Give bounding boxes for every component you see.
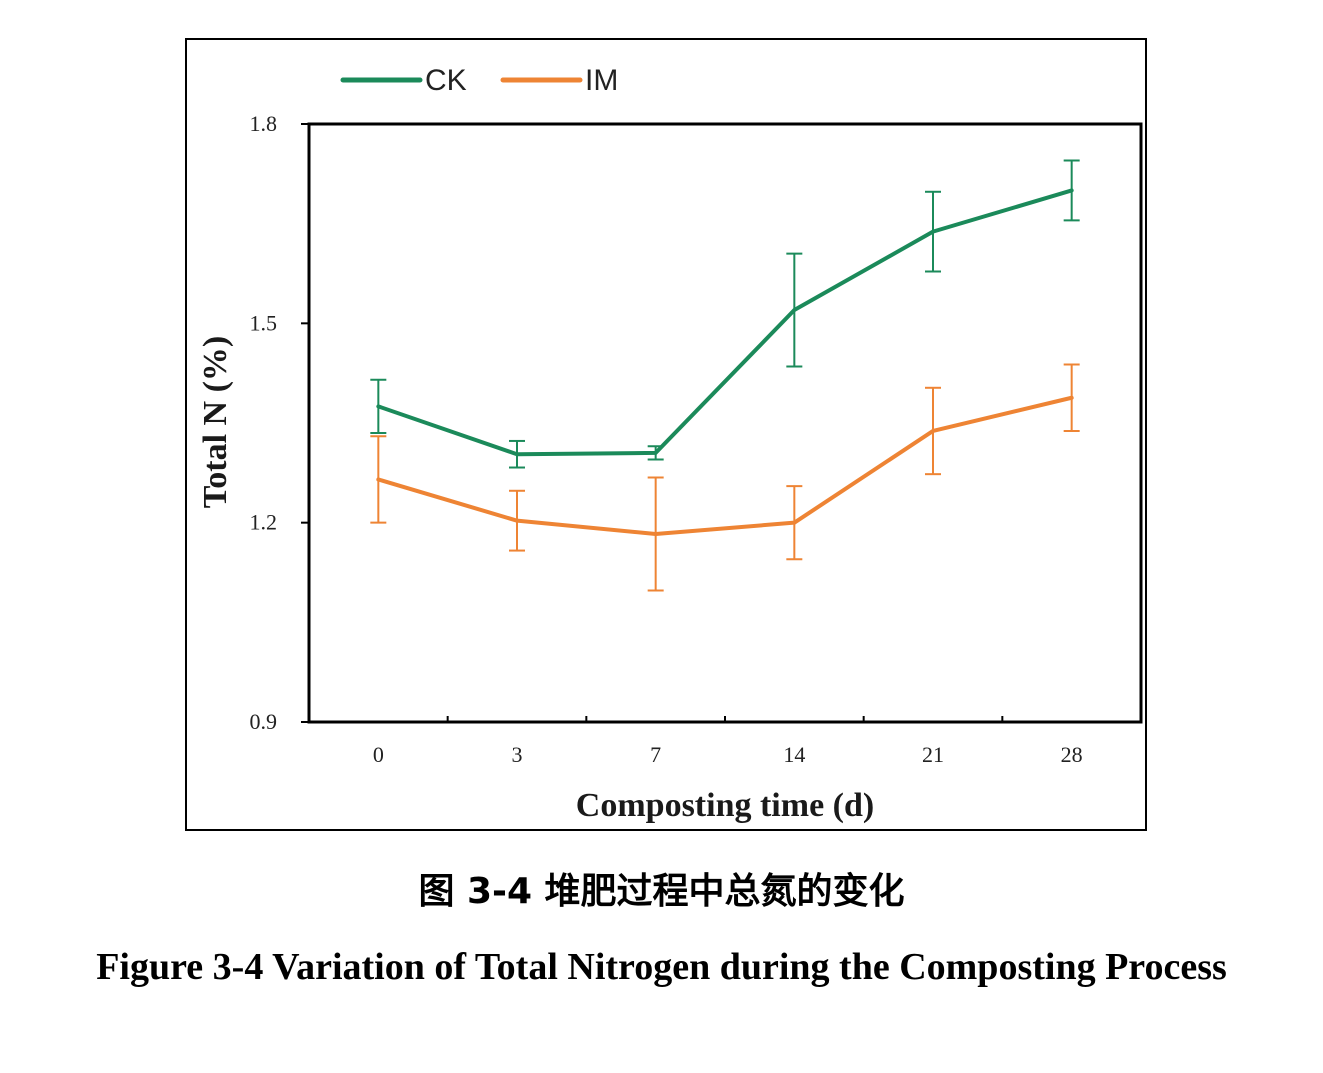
series-line	[376, 395, 1074, 536]
line-chart: CK IM 1.8 1.5 1.2 0.9 0 3 7 14 21 28 Composting t…	[197, 64, 1143, 824]
data-point	[376, 404, 380, 408]
x-tick-label: 0	[373, 742, 384, 767]
y-axis-ticks: 1.8 1.5 1.2 0.9	[250, 111, 309, 734]
data-point	[654, 451, 658, 455]
legend-label: CK	[425, 64, 467, 97]
x-tick-label: 3	[512, 742, 523, 767]
data-point	[376, 477, 380, 481]
y-tick-label: 1.2	[250, 510, 278, 535]
x-tick-label: 14	[783, 742, 805, 767]
chart-frame	[185, 38, 1147, 831]
series-ck	[370, 159, 1080, 469]
data-point	[792, 521, 796, 525]
data-point	[654, 532, 658, 536]
data-point	[931, 230, 935, 234]
x-tick-label: 21	[922, 742, 944, 767]
x-tick-label: 7	[650, 742, 661, 767]
data-point	[1070, 396, 1074, 400]
plot-area	[307, 122, 1143, 724]
x-axis-ticks: 0 3 7 14 21 28	[373, 716, 1083, 767]
y-axis-title: Total N (%)	[197, 336, 234, 509]
y-tick-label: 1.8	[250, 111, 278, 136]
y-tick-label: 0.9	[250, 709, 278, 734]
series-line	[376, 188, 1074, 457]
data-point	[792, 308, 796, 312]
figure-caption-english: Figure 3-4 Variation of Total Nitrogen d…	[96, 946, 1227, 988]
x-axis-title: Composting time (d)	[576, 787, 874, 824]
figure-caption-chinese: 图 3-4 堆肥过程中总氮的变化	[418, 871, 905, 912]
x-tick-label: 28	[1061, 742, 1083, 767]
data-point	[1070, 188, 1074, 192]
legend-label: IM	[585, 64, 618, 97]
legend: CK IM	[340, 64, 618, 97]
data-point	[515, 519, 519, 523]
data-point	[931, 429, 935, 433]
series-im	[370, 363, 1080, 592]
data-point	[515, 452, 519, 456]
y-tick-label: 1.5	[250, 310, 278, 335]
legend-item-ck: CK	[340, 64, 467, 97]
legend-item-im: IM	[500, 64, 618, 97]
series-layer	[370, 159, 1080, 592]
